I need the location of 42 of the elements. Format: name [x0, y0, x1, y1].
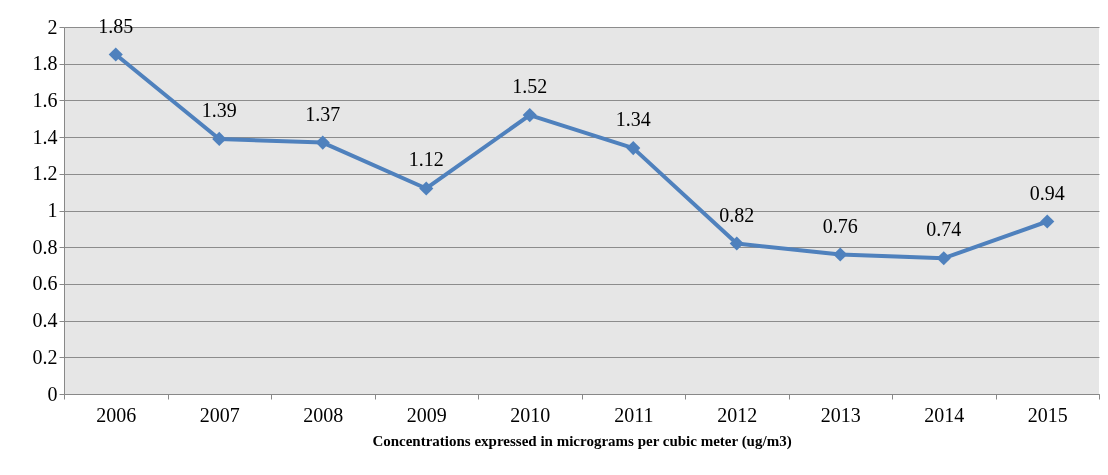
y-tick-label: 1.8: [32, 52, 58, 75]
x-axis-title: Concentrations expressed in micrograms per cubic meter (ug/m3): [372, 432, 792, 450]
x-tick-label: 2011: [614, 403, 654, 426]
y-tick-label: 1.2: [32, 162, 58, 185]
y-tick-label: 0.4: [32, 309, 58, 332]
x-tick-label: 2008: [303, 403, 344, 426]
point: [419, 181, 434, 196]
x-tick-label: 2012: [717, 403, 758, 426]
x-tick-label: 2014: [924, 403, 965, 426]
y-tick-label: 1.4: [32, 125, 58, 148]
data-label: 1.85: [98, 14, 134, 37]
y-tick-label: 0.6: [32, 272, 58, 295]
point: [729, 236, 744, 251]
point: [936, 251, 951, 266]
point: [315, 135, 330, 150]
point: [108, 47, 123, 62]
y-tick-label: 2: [47, 15, 58, 38]
data-label: 0.82: [719, 203, 755, 226]
x-tick-label: 2009: [406, 403, 447, 426]
y-tick-label: 1: [47, 199, 58, 221]
data-label: 0.74: [926, 218, 962, 241]
x-tick-label: 2015: [1027, 403, 1068, 426]
x-tick-label: 2007: [199, 403, 240, 426]
x-tick-label: 2010: [510, 403, 551, 426]
data-label: 1.52: [512, 75, 548, 98]
y-tick-label: 0: [47, 382, 58, 405]
data-label: 0.94: [1029, 181, 1065, 204]
data-label: 0.76: [822, 214, 858, 237]
data-label: 1.34: [615, 108, 651, 131]
y-tick-label: 1.6: [32, 88, 58, 111]
point: [1040, 214, 1055, 229]
x-tick-label: 2013: [820, 403, 861, 426]
data-label: 1.37: [305, 102, 341, 125]
data-label: 1.39: [201, 98, 237, 121]
x-tick-label: 2006: [96, 403, 137, 426]
point: [833, 247, 848, 262]
y-tick-label: 0.2: [32, 345, 58, 368]
point: [522, 108, 537, 123]
point: [626, 141, 641, 156]
point: [212, 131, 227, 147]
y-tick-label: 0.8: [32, 235, 58, 258]
data-label: 1.12: [408, 148, 444, 171]
